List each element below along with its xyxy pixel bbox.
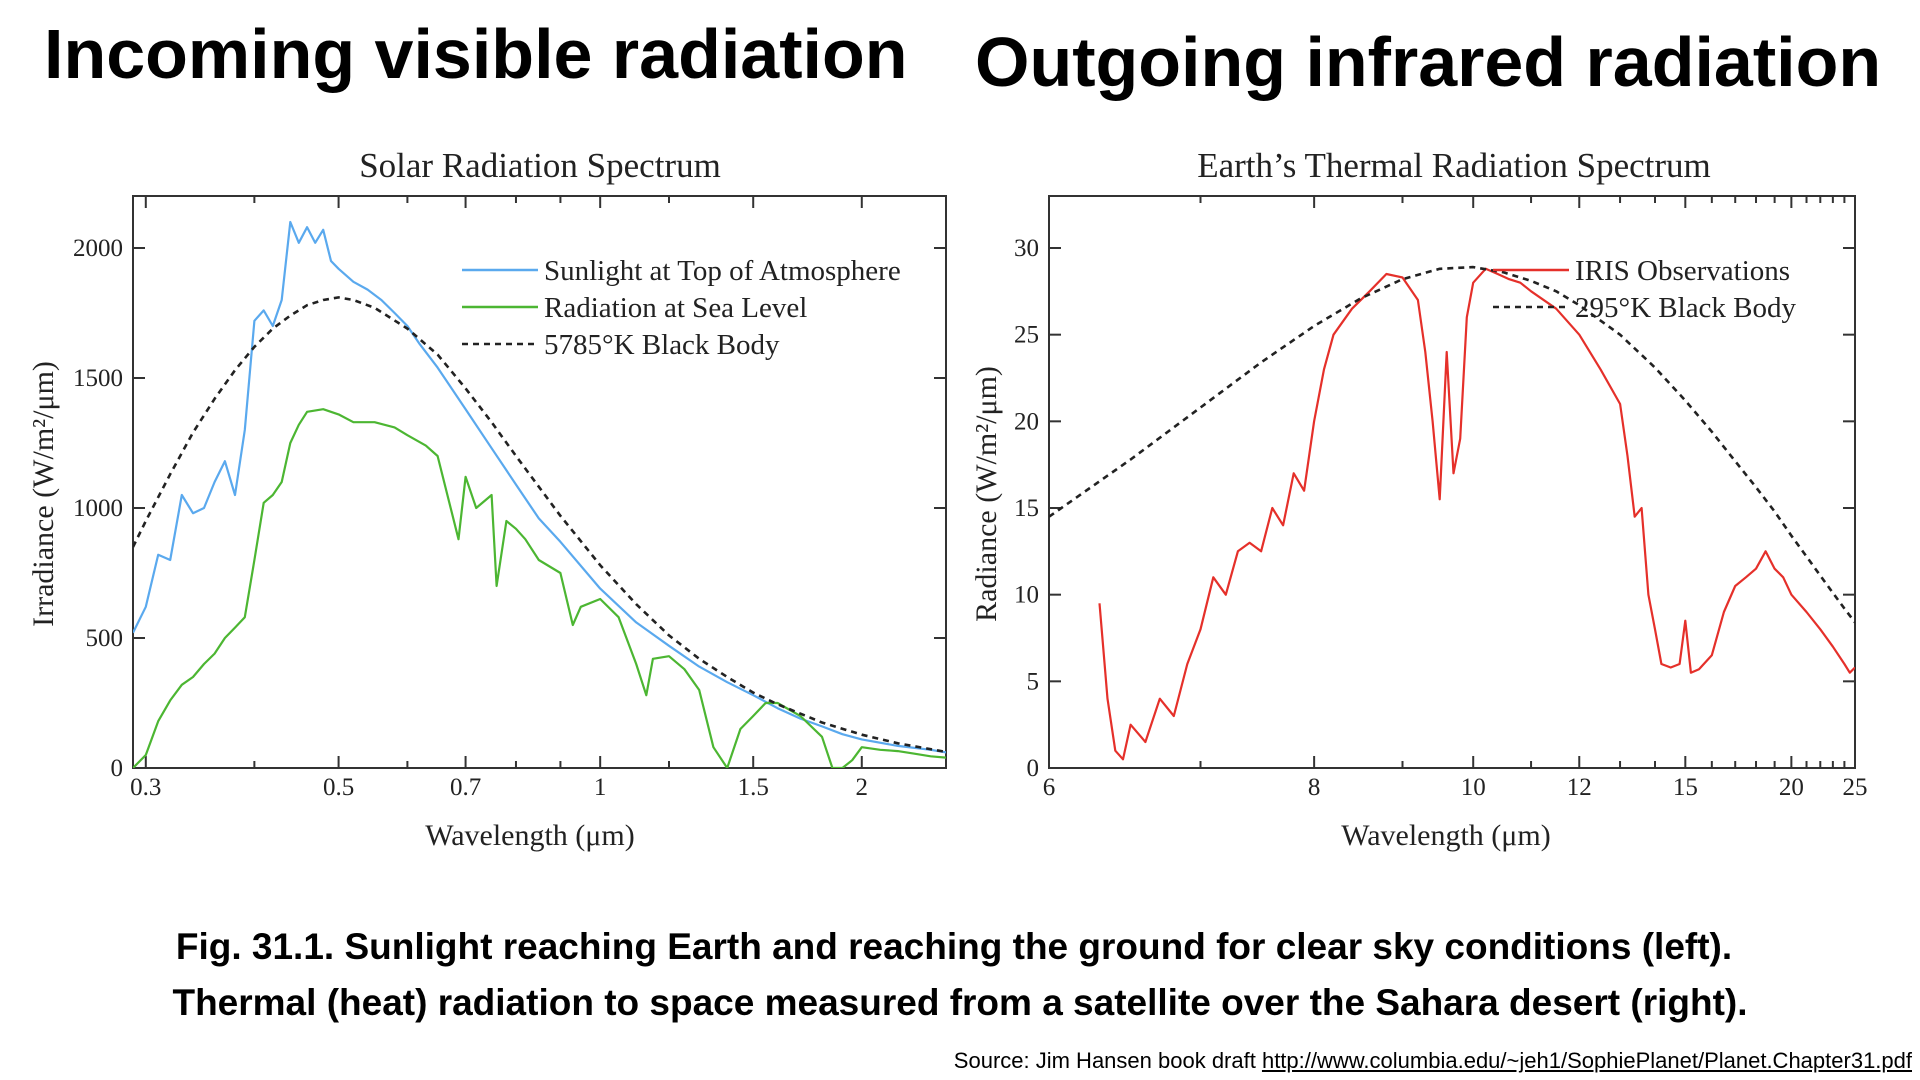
heading-incoming-visible: Incoming visible radiation: [44, 15, 908, 93]
solar-legend-label: Sunlight at Top of Atmosphere: [544, 255, 901, 287]
thermal-series-295-k-black-body: [1049, 265, 1855, 624]
solar-xtick-label: 1: [594, 774, 607, 801]
solar-chart: 0 500 1000 1500 2000 0.3 0.5 0.7 1 1.5 2 Sunlight a…: [73, 195, 947, 801]
solar-chart-title: Solar Radiation Spectrum: [359, 146, 721, 185]
solar-xtick-label: 1.5: [738, 774, 769, 801]
solar-ytick-label: 1000: [73, 495, 123, 522]
solar-xtick-label: 0.5: [323, 774, 354, 801]
thermal-ytick-label: 15: [1014, 495, 1039, 522]
solar-xtick-label: 0.3: [130, 774, 161, 801]
thermal-ytick-label: 10: [1014, 582, 1039, 609]
solar-xtick-label: 2: [856, 774, 869, 801]
thermal-chart-ylabel: Radiance (W/m²/μm): [970, 366, 1003, 622]
thermal-ytick-label: 0: [1027, 755, 1040, 782]
solar-chart-xlabel: Wavelength (μm): [425, 819, 634, 852]
thermal-xtick-label: 15: [1673, 774, 1698, 801]
solar-xtick-label: 0.7: [450, 774, 481, 801]
thermal-ytick-label: 5: [1027, 668, 1040, 695]
thermal-legend-label: 295°K Black Body: [1575, 292, 1797, 324]
thermal-series-iris-observations: [1098, 267, 1855, 761]
solar-ytick-label: 0: [111, 755, 124, 782]
thermal-ytick-label: 20: [1014, 408, 1039, 435]
solar-series-5785-k-black-body: [133, 296, 946, 754]
solar-ytick-label: 1500: [73, 365, 123, 392]
solar-legend-label: 5785°K Black Body: [544, 329, 780, 361]
thermal-xtick-label: 12: [1567, 774, 1592, 801]
thermal-legend-label: IRIS Observations: [1575, 255, 1790, 287]
thermal-ytick-label: 30: [1014, 235, 1039, 262]
thermal-xtick-label: 6: [1043, 774, 1056, 801]
thermal-plot-frame: [1048, 195, 1856, 769]
source-credit: Source: Jim Hansen book draft http://www…: [954, 1048, 1912, 1074]
solar-legend-label: Radiation at Sea Level: [544, 292, 807, 324]
thermal-chart: 0 5 10 15 20 25 30 6 8 10 12 15 20 25 IRIS Observation…: [1014, 195, 1868, 801]
source-link[interactable]: http://www.columbia.edu/~jeh1/SophiePlan…: [1261, 1048, 1912, 1073]
figure-caption-line-1: Fig. 31.1. Sunlight reaching Earth and r…: [175, 926, 1733, 967]
thermal-xtick-label: 10: [1461, 774, 1486, 801]
thermal-xtick-label: 8: [1308, 774, 1321, 801]
heading-outgoing-infrared: Outgoing infrared radiation: [975, 23, 1882, 101]
solar-series-radiation-at-sea-level: [133, 408, 946, 768]
thermal-chart-xlabel: Wavelength (μm): [1341, 819, 1550, 852]
source-label: Source: Jim Hansen book draft: [953, 1048, 1262, 1073]
thermal-xtick-label: 25: [1843, 774, 1868, 801]
solar-ytick-label: 2000: [73, 235, 123, 262]
solar-plot-frame: [132, 195, 947, 769]
thermal-chart-title: Earth’s Thermal Radiation Spectrum: [1197, 146, 1711, 185]
solar-series-sunlight-at-top-of-atmosphere: [133, 220, 946, 754]
solar-chart-ylabel: Irradiance (W/m²/μm): [27, 361, 60, 627]
solar-ytick-label: 500: [86, 625, 124, 652]
thermal-ytick-label: 25: [1014, 322, 1039, 349]
thermal-xtick-label: 20: [1779, 774, 1804, 801]
figure-caption-line-2: Thermal (heat) radiation to space measur…: [172, 982, 1748, 1023]
